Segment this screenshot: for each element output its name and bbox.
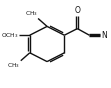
Text: CH$_3$: CH$_3$: [7, 61, 20, 70]
Text: OCH$_3$: OCH$_3$: [1, 31, 18, 40]
Text: CH$_3$: CH$_3$: [25, 9, 38, 18]
Text: N: N: [101, 31, 107, 40]
Text: O: O: [74, 6, 80, 15]
